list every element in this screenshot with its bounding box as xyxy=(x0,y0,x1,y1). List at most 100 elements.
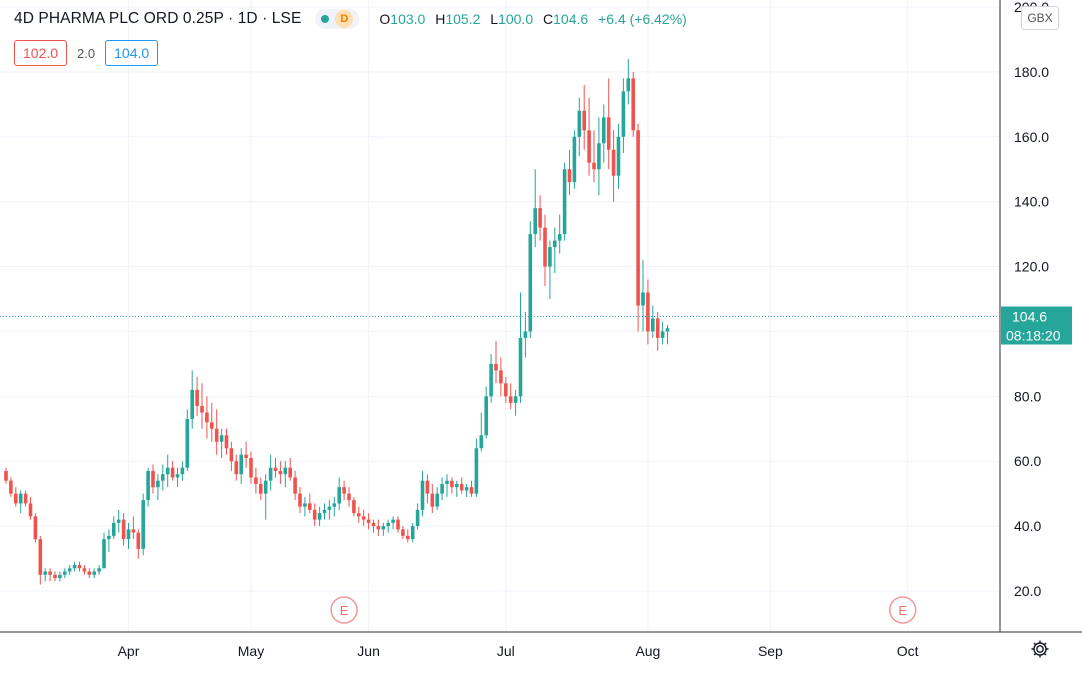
candle-body xyxy=(401,529,405,536)
candle-body xyxy=(518,337,523,397)
y-tick-label: 140.0 xyxy=(1014,194,1049,210)
market-status[interactable]: D xyxy=(315,9,360,29)
candle xyxy=(224,428,229,455)
candle xyxy=(523,311,528,358)
candle xyxy=(48,568,52,582)
earnings-marker[interactable]: E xyxy=(888,596,917,624)
candle-body xyxy=(455,483,459,488)
candle-body xyxy=(504,383,508,397)
candle xyxy=(116,509,121,533)
candle-body xyxy=(288,467,292,478)
status-dot-icon xyxy=(321,15,330,23)
candle-body xyxy=(655,318,660,338)
candle-body xyxy=(170,467,175,478)
candle-body xyxy=(597,143,601,170)
candle-body xyxy=(9,480,13,494)
candle-body xyxy=(415,509,420,527)
spread-value: 2.0 xyxy=(77,45,96,61)
candle-body xyxy=(210,422,214,429)
candle xyxy=(636,123,640,332)
change-value: +6.4 (+6.42%) xyxy=(598,11,687,27)
candle xyxy=(401,526,405,540)
candle-body xyxy=(342,487,346,494)
candle xyxy=(38,535,43,585)
candle xyxy=(288,457,292,481)
candle xyxy=(469,480,474,497)
candle xyxy=(102,532,106,569)
candle-body xyxy=(165,467,170,475)
candle xyxy=(538,195,542,241)
candle-body xyxy=(420,480,425,510)
bid-button[interactable]: 102.0 xyxy=(14,40,68,66)
y-tick-label: 180.0 xyxy=(1014,64,1049,80)
open-value: 103.0 xyxy=(390,11,426,27)
candle-body xyxy=(484,396,488,436)
candle-body xyxy=(562,169,567,235)
candle-body xyxy=(58,574,62,579)
candles xyxy=(4,58,670,585)
candle-body xyxy=(626,78,631,92)
candle-body xyxy=(28,503,33,517)
earnings-marker-label: E xyxy=(898,603,907,618)
candle xyxy=(484,386,488,439)
earnings-marker-circle xyxy=(330,596,358,624)
candle-body xyxy=(651,318,655,332)
candle-body xyxy=(406,535,410,540)
candle xyxy=(92,568,96,579)
candle-body xyxy=(131,529,136,533)
candle xyxy=(146,467,150,507)
candle xyxy=(626,58,631,105)
candle-body xyxy=(77,565,82,569)
candle xyxy=(200,383,204,429)
candle-body xyxy=(102,539,106,569)
candle-body xyxy=(557,234,562,241)
candle-body xyxy=(352,500,356,514)
price-tag[interactable]: 104.6 08:18:20 xyxy=(1001,306,1072,345)
candle xyxy=(9,477,13,497)
candle xyxy=(450,477,454,494)
candle xyxy=(577,97,582,157)
candle xyxy=(87,568,92,579)
candle-body xyxy=(259,483,263,494)
symbol-title[interactable]: 4D PHARMA PLC ORD 0.25P · 1D · LSE xyxy=(14,10,302,27)
candle-body xyxy=(508,396,513,403)
candle-body xyxy=(151,470,155,488)
candle xyxy=(357,506,361,523)
low-value: 100.0 xyxy=(498,11,534,27)
candle xyxy=(278,461,283,484)
candle-body xyxy=(126,529,131,540)
candle-body xyxy=(489,363,493,397)
candle xyxy=(170,461,175,481)
candle-body xyxy=(337,487,341,504)
currency-badge[interactable]: GBX xyxy=(1021,6,1059,30)
candle-body xyxy=(528,234,533,332)
candle xyxy=(430,483,435,514)
earnings-marker[interactable]: E xyxy=(330,596,358,624)
candle-body xyxy=(308,503,312,510)
x-tick-label: May xyxy=(238,643,264,659)
candle-body xyxy=(616,136,621,176)
x-tick-label: Apr xyxy=(118,643,140,659)
gear-icon[interactable] xyxy=(1030,639,1050,659)
candle xyxy=(543,214,547,287)
overlays: 104.6 08:18:20 E E xyxy=(0,306,1072,624)
candle xyxy=(195,376,199,416)
candle-body xyxy=(229,448,234,462)
candle xyxy=(210,402,214,442)
ask-button[interactable]: 104.0 xyxy=(105,40,159,66)
candle-body xyxy=(92,571,96,575)
candle xyxy=(641,260,645,332)
delayed-badge: D xyxy=(335,10,354,28)
candle xyxy=(572,130,577,189)
candle-body xyxy=(112,522,116,536)
candle-body xyxy=(582,110,586,131)
candle-body xyxy=(587,130,591,163)
candle xyxy=(376,519,381,536)
candle xyxy=(440,477,444,501)
candle-body xyxy=(43,571,47,575)
candle-body xyxy=(205,412,209,423)
candle xyxy=(371,519,376,533)
candle-body xyxy=(621,91,626,137)
